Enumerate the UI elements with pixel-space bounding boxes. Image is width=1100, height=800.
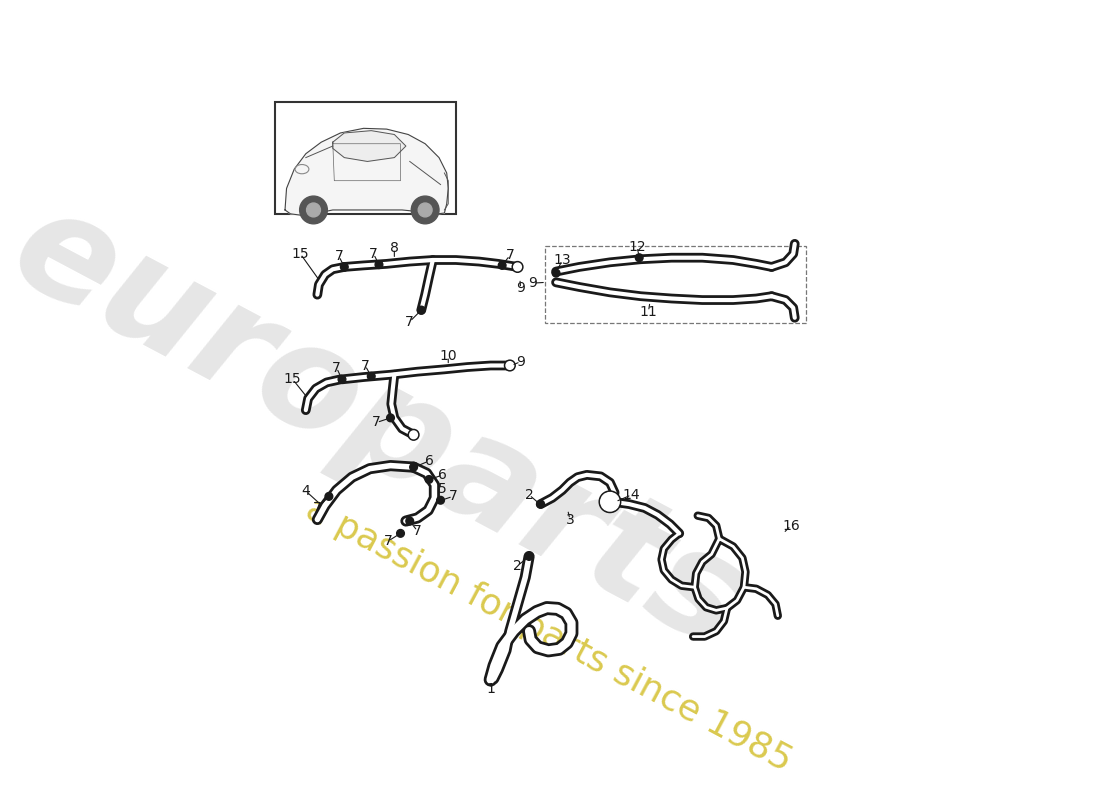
Circle shape [387, 414, 395, 422]
Polygon shape [285, 128, 449, 215]
Circle shape [600, 491, 620, 513]
Text: 9: 9 [516, 282, 525, 295]
Text: 1: 1 [486, 682, 495, 696]
Text: 8: 8 [389, 242, 399, 255]
Text: 7: 7 [406, 314, 414, 329]
Circle shape [409, 431, 418, 438]
Circle shape [425, 476, 433, 483]
Circle shape [408, 430, 419, 440]
Circle shape [307, 203, 320, 217]
Circle shape [375, 261, 383, 269]
Text: 10: 10 [439, 350, 458, 363]
Circle shape [537, 500, 544, 508]
Text: 7: 7 [372, 415, 381, 430]
Circle shape [513, 262, 522, 272]
Circle shape [514, 263, 521, 270]
Text: 7: 7 [361, 358, 370, 373]
Text: 16: 16 [782, 518, 800, 533]
Text: 7: 7 [384, 534, 393, 548]
Text: 12: 12 [628, 240, 646, 254]
Circle shape [601, 493, 619, 511]
Text: 7: 7 [370, 247, 378, 261]
Text: 9: 9 [528, 276, 538, 290]
Text: 7: 7 [506, 248, 514, 262]
Circle shape [418, 203, 432, 217]
Text: 3: 3 [565, 513, 574, 526]
Circle shape [406, 517, 414, 525]
Circle shape [552, 270, 560, 277]
Text: 4: 4 [301, 484, 310, 498]
Text: 7: 7 [332, 361, 341, 375]
Polygon shape [332, 130, 406, 162]
Text: 5: 5 [438, 482, 447, 496]
Text: 13: 13 [553, 253, 571, 267]
Circle shape [411, 196, 439, 224]
Text: 2: 2 [514, 558, 521, 573]
Text: 7: 7 [449, 490, 458, 503]
Circle shape [498, 262, 506, 270]
Text: europarts: europarts [0, 175, 768, 678]
Text: 6: 6 [439, 468, 448, 482]
Circle shape [418, 306, 426, 314]
Text: 15: 15 [284, 372, 301, 386]
Circle shape [506, 362, 514, 370]
Text: 9: 9 [516, 354, 525, 369]
Text: 14: 14 [623, 488, 640, 502]
Text: 7: 7 [334, 249, 343, 263]
Circle shape [526, 553, 534, 560]
Circle shape [636, 254, 644, 262]
Text: 15: 15 [292, 247, 309, 261]
Text: a passion for parts since 1985: a passion for parts since 1985 [299, 492, 798, 778]
Circle shape [367, 373, 375, 380]
Text: 7: 7 [414, 524, 421, 538]
Circle shape [397, 530, 405, 538]
Circle shape [409, 463, 418, 471]
Text: 6: 6 [425, 454, 433, 468]
Circle shape [437, 496, 444, 504]
Circle shape [338, 375, 345, 383]
Text: 11: 11 [639, 305, 658, 318]
Circle shape [299, 196, 328, 224]
Circle shape [341, 263, 349, 270]
Bar [275, 102, 456, 214]
Circle shape [326, 493, 332, 500]
Circle shape [505, 360, 515, 371]
Text: 2: 2 [525, 488, 533, 502]
Bar [544, 246, 806, 323]
Text: 7: 7 [314, 501, 321, 515]
